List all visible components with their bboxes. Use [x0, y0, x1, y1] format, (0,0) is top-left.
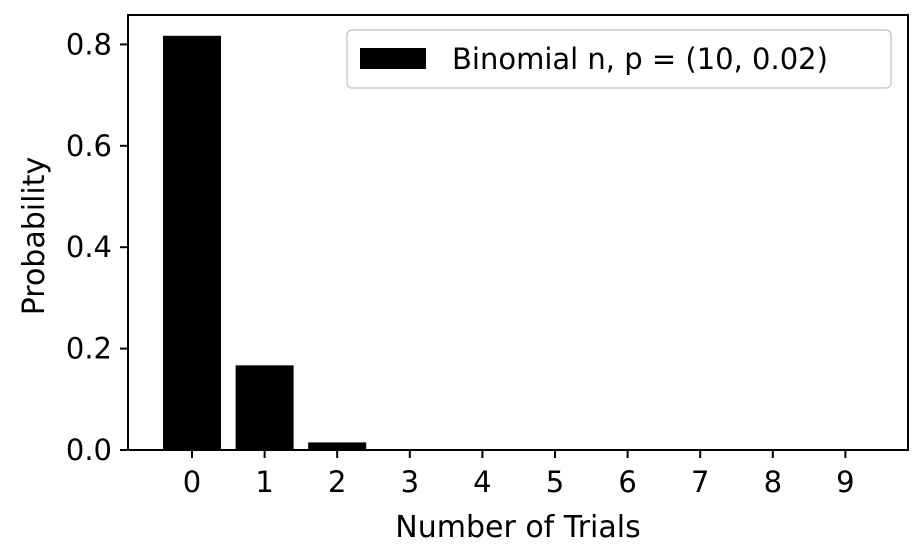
y-tick-label: 0.4	[66, 230, 112, 264]
plot-area	[163, 35, 439, 450]
x-tick-label: 4	[473, 465, 491, 499]
x-tick-label: 2	[328, 465, 346, 499]
legend: Binomial n, p = (10, 0.02)	[346, 29, 892, 89]
x-tick-label: 9	[836, 465, 854, 499]
y-tick-label: 0.6	[66, 129, 112, 163]
y-tick-label: 0.0	[66, 433, 112, 467]
x-tick-label: 0	[183, 465, 201, 499]
y-tick-label: 0.2	[66, 332, 112, 366]
y-tick-label: 0.8	[66, 27, 112, 61]
bar-2	[308, 442, 367, 450]
bar-1	[235, 365, 294, 450]
x-tick-label: 5	[546, 465, 564, 499]
bar-0	[163, 35, 221, 450]
x-axis-title: Number of Trials	[395, 510, 640, 545]
x-tick-label: 1	[255, 465, 273, 499]
legend-label: Binomial n, p = (10, 0.02)	[452, 42, 828, 76]
legend-box	[346, 29, 892, 89]
plot-frame	[127, 14, 909, 451]
y-axis-title: Probability	[17, 157, 52, 316]
x-tick-label: 8	[764, 465, 782, 499]
y-axis-ticks: 0.0 0.2 0.4 0.6 0.8	[66, 27, 128, 467]
x-axis-ticks: 0 1 2 3 4 5 6 7 8 9	[183, 450, 855, 499]
x-tick-label: 7	[691, 465, 709, 499]
legend-swatch	[360, 48, 426, 69]
x-tick-label: 3	[401, 465, 419, 499]
x-tick-label: 6	[618, 465, 636, 499]
